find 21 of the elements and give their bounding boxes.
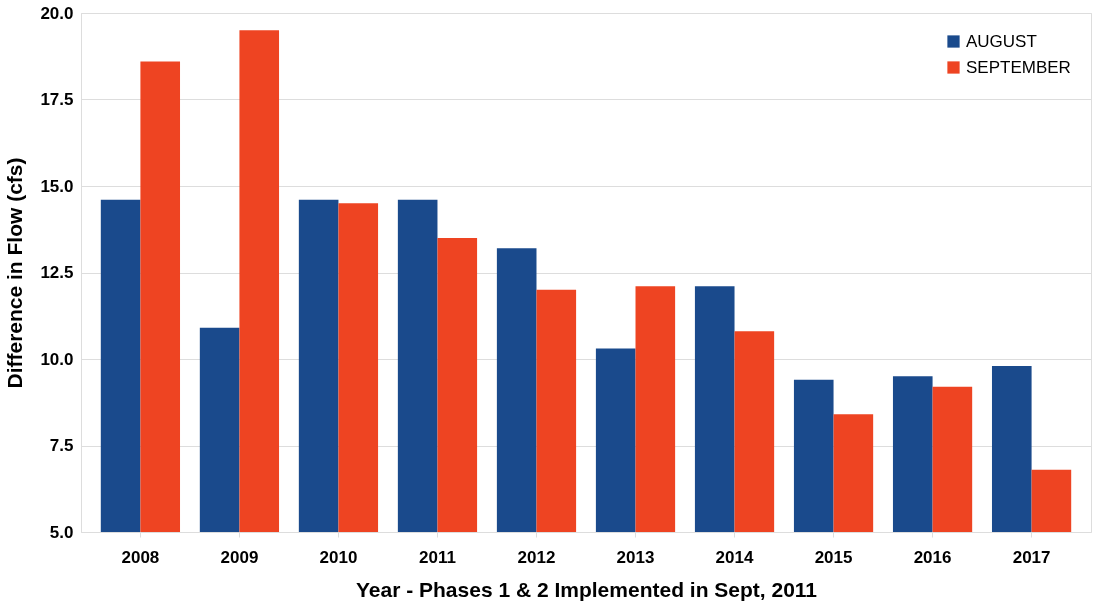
y-tick-label: 7.5 [49,436,74,455]
x-tick-label: 2013 [616,547,655,567]
legend-label: AUGUST [966,31,1037,51]
x-tick-label: 2009 [220,547,259,567]
y-tick-label: 17.5 [40,90,74,109]
x-tick-label: 2008 [121,547,160,567]
x-tick-label: 2016 [913,547,952,567]
x-tick-label: 2010 [319,547,358,567]
legend-label: SEPTEMBER [966,57,1071,77]
x-tick-label: 2012 [517,547,556,567]
x-tick-label: 2011 [419,547,456,567]
y-axis-title: Difference in Flow (cfs) [3,157,27,389]
y-tick-label: 20.0 [40,3,74,23]
y-tick-label: 5.0 [49,522,74,542]
x-tick-label: 2015 [814,547,853,567]
y-tick-label: 12.5 [40,263,74,282]
y-tick-label: 10.0 [40,349,74,369]
y-tick-label: 15.0 [40,176,74,196]
x-axis-title: Year - Phases 1 & 2 Implemented in Sept, 2011 [355,577,818,601]
x-tick-label: 2014 [715,547,754,567]
x-tick-label: 2017 [1012,547,1051,567]
